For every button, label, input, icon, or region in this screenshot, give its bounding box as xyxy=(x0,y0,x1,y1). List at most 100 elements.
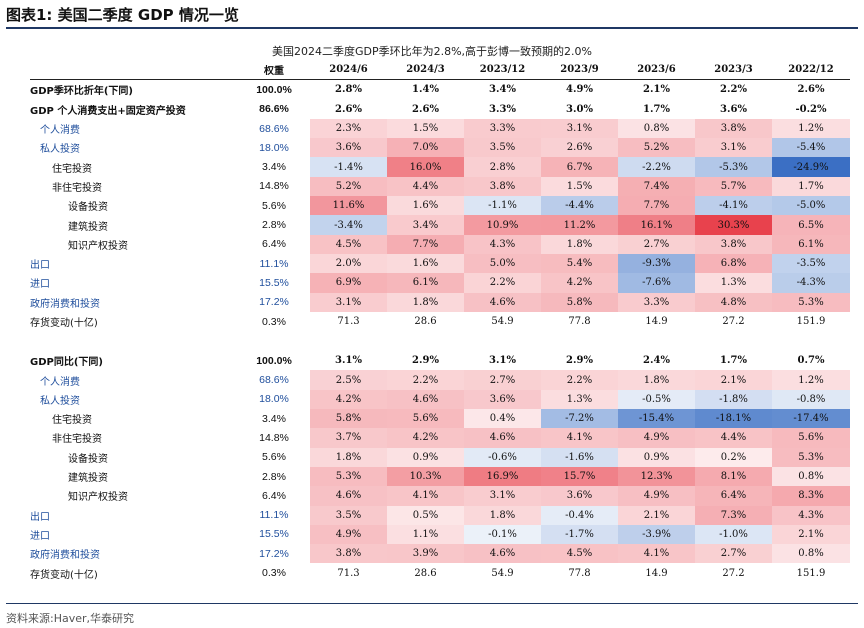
row-label: GDP季环比折年(下同) xyxy=(30,86,133,98)
table-row: 个人消费 68.6% 2.3% 1.5% 3.3% 3.1% 0.8% 3.8% 1.2% xyxy=(30,118,850,139)
value-cell: 4.5% xyxy=(541,544,618,564)
value-cell: 14.9 xyxy=(645,316,668,327)
value-cell: 3.3% xyxy=(464,118,541,139)
value-cell: 54.9 xyxy=(491,316,514,327)
value-cell: 7.7% xyxy=(387,234,464,254)
table-row: 出口 11.1% 2.0% 1.6% 5.0% 5.4% -9.3% 6.8% -3.5% xyxy=(30,253,850,274)
weight-cell: 6.4% xyxy=(262,238,286,251)
weight-cell: 14.8% xyxy=(259,431,289,444)
header-blank xyxy=(30,60,238,80)
weight-cell: 18.0% xyxy=(259,141,289,154)
value-cell: 10.9% xyxy=(464,215,541,235)
value-cell: 16.1% xyxy=(618,215,695,235)
value-cell: 5.2% xyxy=(618,138,695,158)
value-cell: 6.9% xyxy=(310,273,387,293)
value-cell: 16.9% xyxy=(464,466,541,487)
value-cell: -15.4% xyxy=(618,409,695,429)
value-cell: 4.8% xyxy=(695,292,772,312)
value-cell: 5.3% xyxy=(310,466,387,487)
header-cell: 权重 xyxy=(264,66,284,78)
header-cell: 2023/3 xyxy=(714,64,753,76)
row-label: 政府消费和投资 xyxy=(30,550,100,562)
table-row: 存货变动(十亿) 0.3% 71.3 28.6 54.9 77.8 14.9 27.2 151.… xyxy=(30,312,850,331)
value-cell: 4.6% xyxy=(387,389,464,410)
value-cell: 4.3% xyxy=(772,505,850,525)
table-row: 非住宅投资 14.8% 5.2% 4.4% 3.8% 1.5% 7.4% 5.7% 1.7% xyxy=(30,176,850,197)
value-cell: 12.3% xyxy=(618,466,695,487)
value-cell: -4.3% xyxy=(772,273,850,293)
value-cell: 5.0% xyxy=(464,253,541,274)
weight-cell: 5.6% xyxy=(262,451,286,464)
value-cell: 1.7% xyxy=(643,103,670,115)
table-row: 存货变动(十亿) 0.3% 71.3 28.6 54.9 77.8 14.9 27.2 151.… xyxy=(30,563,850,582)
value-cell: 6.5% xyxy=(772,215,850,235)
value-cell: -1.8% xyxy=(695,389,772,410)
weight-cell: 14.8% xyxy=(259,180,289,193)
value-cell: -9.3% xyxy=(618,253,695,274)
value-cell: 0.9% xyxy=(387,447,464,467)
table-row: 建筑投资 2.8% 5.3% 10.3% 16.9% 15.7% 12.3% 8.1% 0.8% xyxy=(30,466,850,487)
value-cell: 2.2% xyxy=(464,273,541,293)
value-cell: 2.6% xyxy=(541,138,618,158)
value-cell: 4.4% xyxy=(387,176,464,197)
row-label: 住宅投资 xyxy=(52,415,92,427)
value-cell: 5.8% xyxy=(541,292,618,312)
row-label: 进口 xyxy=(30,530,50,542)
row-label: 建筑投资 xyxy=(68,221,108,233)
value-cell: -18.1% xyxy=(695,409,772,429)
gdp-table: 权重 2024/6 2024/3 2023/12 2023/9 2023/6 2… xyxy=(30,60,850,583)
value-cell: -0.5% xyxy=(618,389,695,410)
value-cell: 1.8% xyxy=(618,370,695,390)
spacer-cell xyxy=(30,331,850,351)
value-cell: 4.9% xyxy=(618,486,695,506)
value-cell: 4.2% xyxy=(310,389,387,410)
row-label: 存货变动(十亿) xyxy=(30,318,98,329)
value-cell: 3.6% xyxy=(720,103,747,115)
value-cell: -1.1% xyxy=(464,196,541,216)
weight-cell: 11.1% xyxy=(259,257,289,270)
value-cell: -0.4% xyxy=(541,505,618,525)
value-cell: 4.6% xyxy=(310,486,387,506)
header-cell: 2023/12 xyxy=(479,64,526,76)
value-cell: 4.9% xyxy=(566,84,593,96)
value-cell: 77.8 xyxy=(568,316,591,327)
value-cell: 0.7% xyxy=(797,355,825,367)
value-cell: 2.7% xyxy=(618,234,695,254)
value-cell: 1.2% xyxy=(772,370,850,390)
row-label: 建筑投资 xyxy=(68,473,108,485)
weight-cell: 0.3% xyxy=(262,315,286,328)
value-cell: 5.2% xyxy=(310,176,387,197)
value-cell: 2.9% xyxy=(566,355,593,367)
row-label: 进口 xyxy=(30,279,50,291)
row-label: 住宅投资 xyxy=(52,163,92,175)
value-cell: 3.7% xyxy=(310,428,387,448)
value-cell: 2.1% xyxy=(643,84,670,96)
row-label: 出口 xyxy=(30,260,50,272)
row-label: GDP同比(下同) xyxy=(30,357,103,369)
value-cell: 3.4% xyxy=(387,215,464,235)
weight-cell: 100.0% xyxy=(256,354,292,367)
row-label: 知识产权投资 xyxy=(68,240,128,252)
value-cell: 3.1% xyxy=(310,292,387,312)
value-cell: 2.8% xyxy=(335,84,362,96)
table-row: 设备投资 5.6% 11.6% 1.6% -1.1% -4.4% 7.7% -4.1% -5.0… xyxy=(30,196,850,216)
table-row: 知识产权投资 6.4% 4.5% 7.7% 4.3% 1.8% 2.7% 3.8% 6.1% xyxy=(30,234,850,254)
value-cell: 0.5% xyxy=(387,505,464,525)
value-cell: 1.1% xyxy=(387,524,464,545)
value-cell: -5.0% xyxy=(772,196,850,216)
value-cell: 0.8% xyxy=(772,544,850,564)
header-cell: 2024/6 xyxy=(329,64,368,76)
value-cell: 0.8% xyxy=(618,118,695,139)
value-cell: 11.6% xyxy=(310,196,387,216)
value-cell: 3.1% xyxy=(464,486,541,506)
value-cell: -0.2% xyxy=(795,103,827,115)
row-label: 设备投资 xyxy=(68,453,108,465)
value-cell: -7.2% xyxy=(541,409,618,429)
table-row: GDP季环比折年(下同) 100.0% 2.8% 1.4% 3.4% 4.9% 2.1% 2.… xyxy=(30,80,850,100)
value-cell: -24.9% xyxy=(772,157,850,177)
row-label: 个人消费 xyxy=(40,125,80,137)
weight-cell: 15.5% xyxy=(259,528,289,541)
value-cell: 1.3% xyxy=(695,273,772,293)
weight-cell: 17.2% xyxy=(259,296,289,309)
value-cell: 3.6% xyxy=(464,389,541,410)
